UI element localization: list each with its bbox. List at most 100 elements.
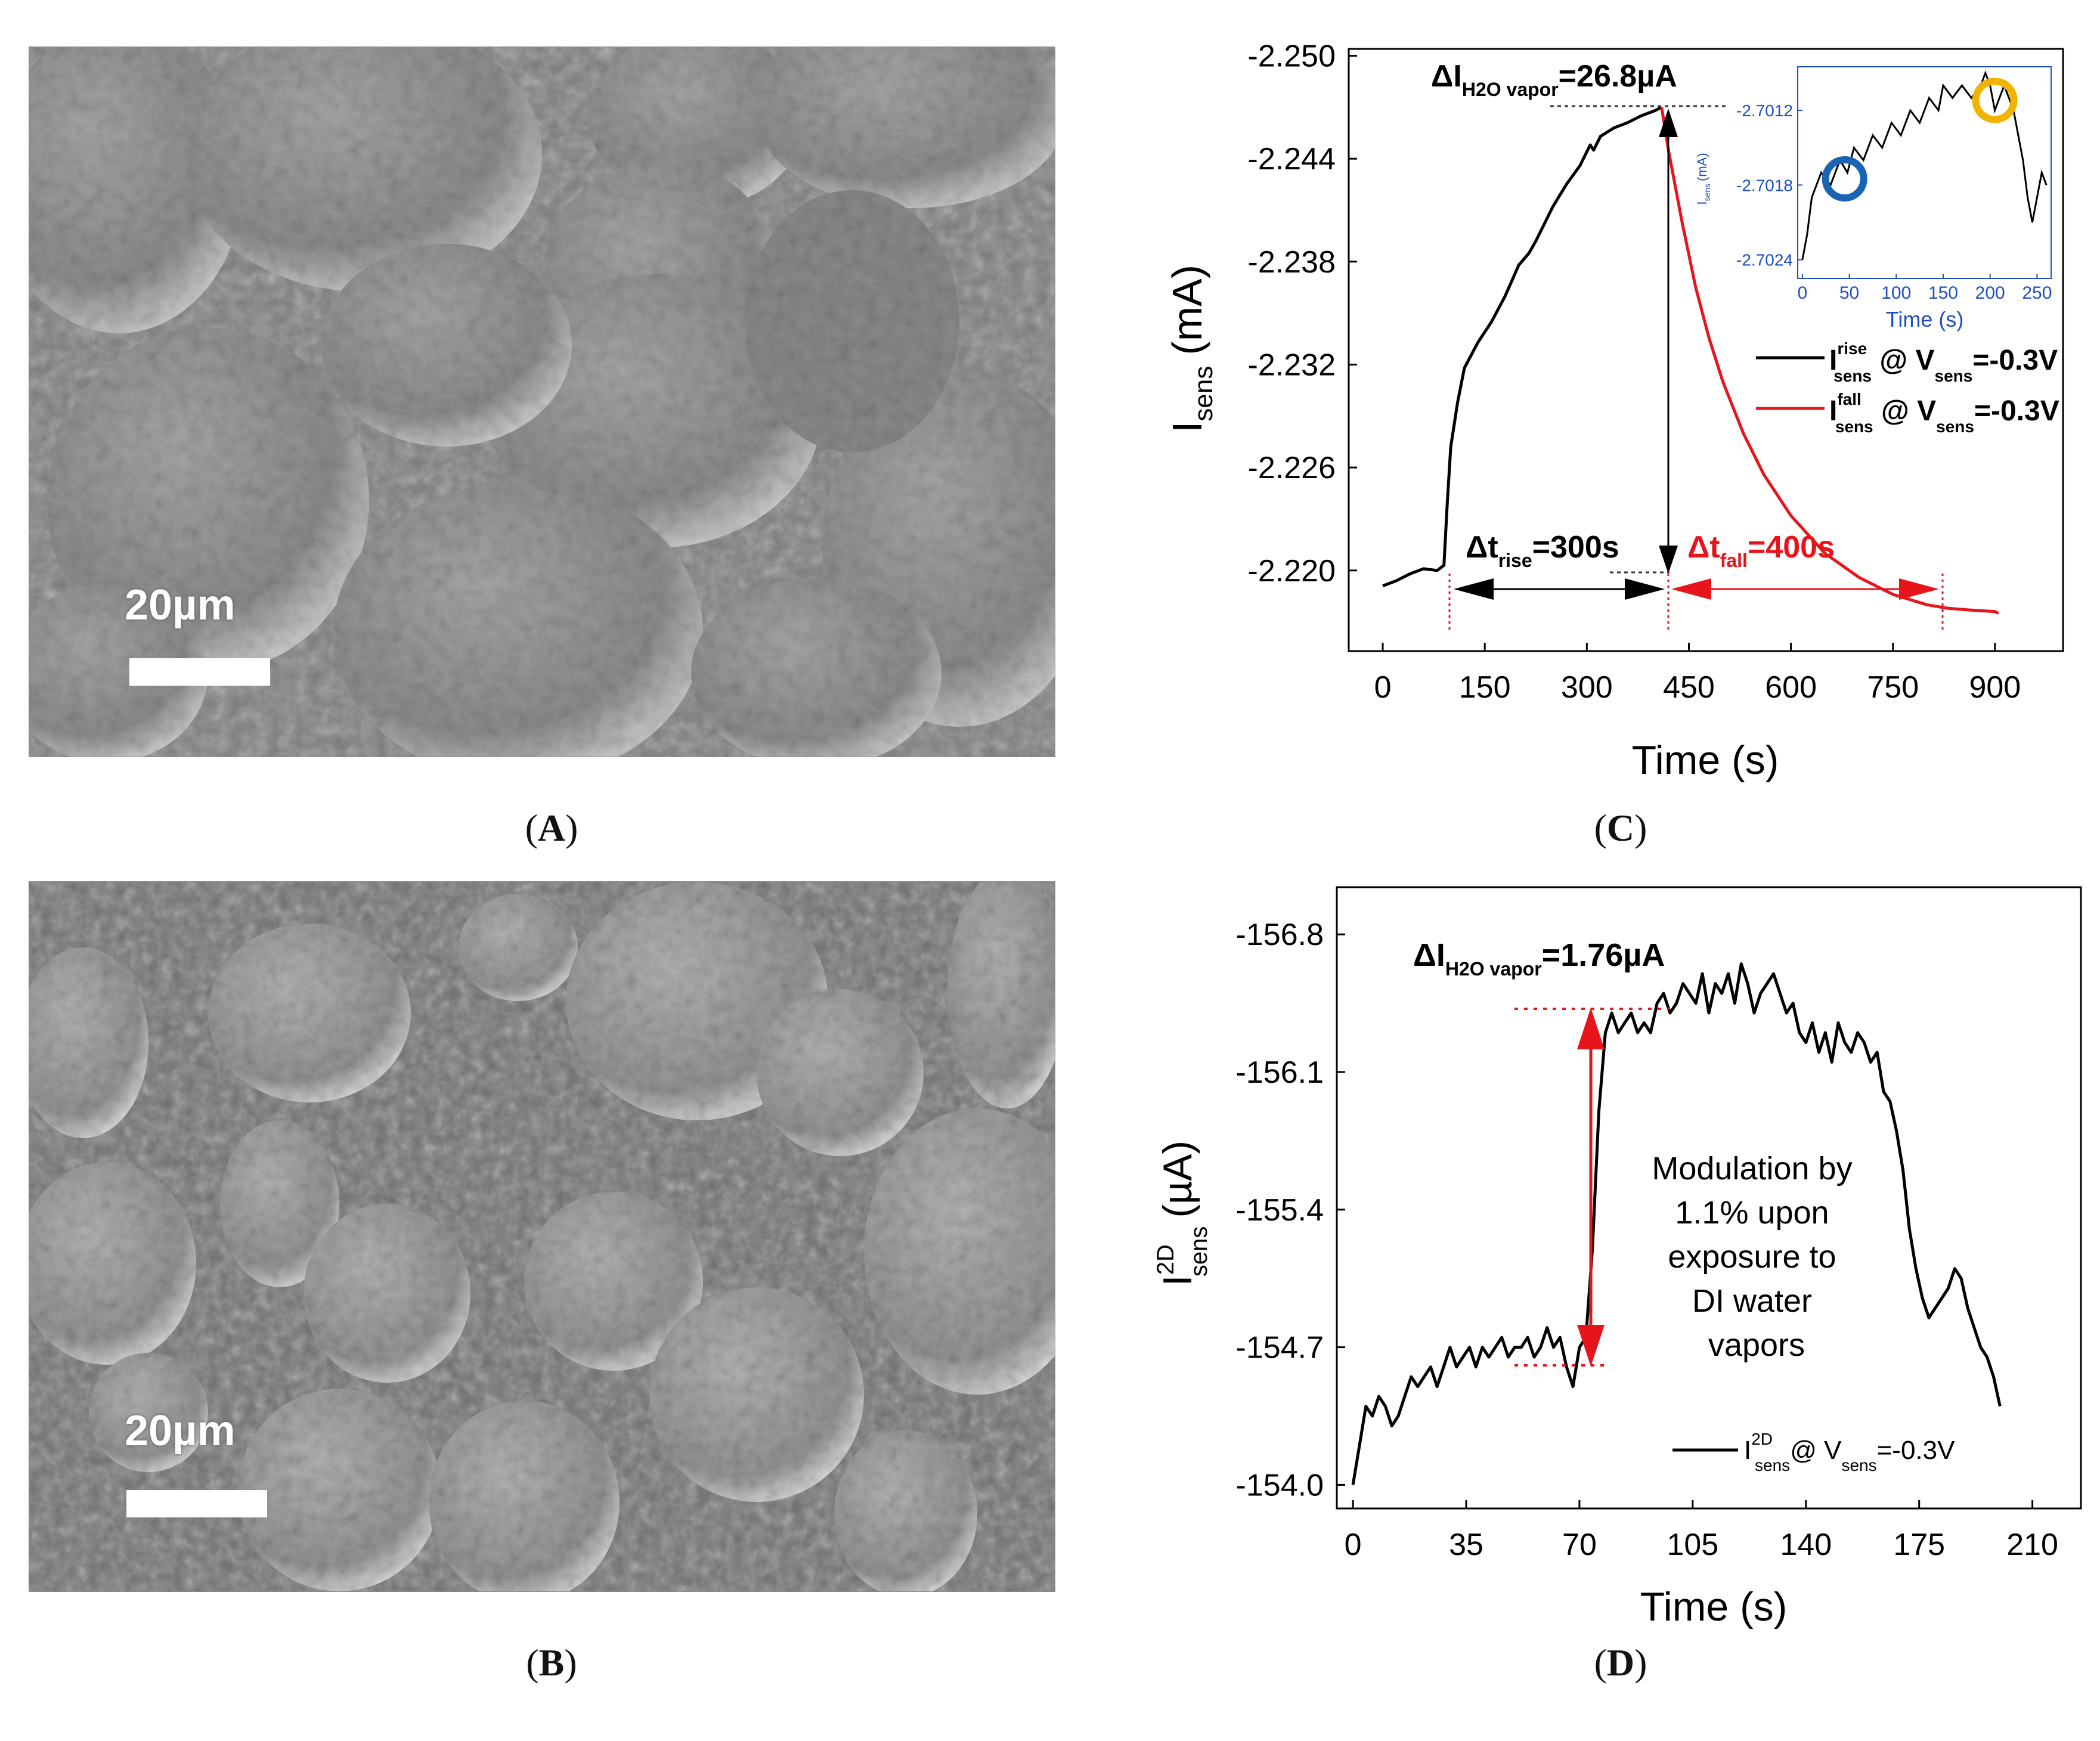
caption-a-letter: A bbox=[537, 807, 566, 849]
chart-c-legend: Irise sens @ Vsens=-0.3V Ifall sens @ Vsen… bbox=[1756, 339, 2059, 436]
chart-d-legend-sup: 2D bbox=[1751, 1430, 1773, 1448]
chart-c-inset-x-tick-label: 250 bbox=[2022, 283, 2052, 303]
chart-c-series-fall-line bbox=[1660, 107, 1999, 615]
chart-c-legend-rise-symbol: I bbox=[1829, 345, 1837, 376]
chart-d-delta-i-annotation: ΔIH2O vapor=1.76µA bbox=[1413, 937, 1670, 1367]
chart-d-delta-i-value: =1.76µA bbox=[1542, 937, 1665, 973]
chart-c-x-tick-label: 750 bbox=[1867, 670, 1919, 705]
chart-c-delta-t-rise-annotation: Δtrise=300s bbox=[1448, 530, 1670, 633]
chart-c-legend-item-rise: Irise sens @ Vsens=-0.3V bbox=[1756, 339, 2058, 385]
chart-c-legend-rise-text: @ V bbox=[1872, 345, 1935, 376]
chart-d-y-tick-label: -156.8 bbox=[1236, 918, 1324, 952]
chart-c-inset-y-tick-label: -2.7018 bbox=[1736, 176, 1793, 194]
svg-text:Δtfall=400s: Δtfall=400s bbox=[1687, 530, 1835, 571]
chart-d-y-tick-label: -155.4 bbox=[1236, 1193, 1324, 1228]
chart-c-y-tick-label: -2.244 bbox=[1248, 142, 1336, 176]
chart-d-x-tick-label: 175 bbox=[1893, 1528, 1945, 1562]
svg-text:Isens(mA): Isens (mA) bbox=[1164, 265, 1218, 433]
chart-d-x-axis-label: Time (s) bbox=[1640, 1584, 1788, 1630]
chart-c-legend-item-fall: Ifall sens @ Vsens=-0.3V bbox=[1756, 390, 2059, 436]
chart-d-x-tick-label: 70 bbox=[1562, 1528, 1597, 1562]
chart-c-delta-t-fall-annotation: Δtfall=400s bbox=[1667, 530, 1944, 633]
chart-d-y-tick-label: -156.1 bbox=[1236, 1055, 1324, 1090]
chart-d-legend-value: =-0.3V bbox=[1877, 1436, 1956, 1465]
chart-c-y-axis: -2.250 -2.244 -2.238 -2.232 -2.226 -2.220 bbox=[1248, 39, 1357, 588]
chart-d-y-axis: -156.8 -156.1 -155.4 -154.7 -154.0 bbox=[1236, 918, 1345, 1503]
chart-c-x-tick-label: 0 bbox=[1374, 670, 1392, 705]
caption-c-letter: C bbox=[1606, 807, 1635, 849]
scale-bar-label-a: 20µm bbox=[125, 581, 236, 629]
chart-d-x-axis: 0 35 70 105 140 175 210 bbox=[1345, 1500, 2058, 1562]
chart-c-legend-fall-symbol: I bbox=[1829, 395, 1837, 427]
chart-c-x-tick-label: 600 bbox=[1765, 670, 1817, 705]
chart-c-y-tick-label: -2.220 bbox=[1248, 554, 1336, 588]
svg-text:Isens(mA): Isens (mA) bbox=[1695, 153, 1712, 205]
chart-c-delta-i-arrowhead-down bbox=[1659, 546, 1678, 574]
chart-c-x-tick-label: 900 bbox=[1969, 670, 2021, 705]
chart-c-inset-ylabel-unit: (mA) bbox=[1695, 153, 1709, 181]
chart-c-rise-arrowhead-right bbox=[1625, 578, 1665, 600]
chart-d-delta-i-sub: H2O vapor bbox=[1445, 958, 1542, 980]
chart-c-x-tick-label: 150 bbox=[1459, 670, 1511, 705]
chart-c-fall-arrowhead-right bbox=[1899, 578, 1939, 600]
chart-d-ylabel-sub: sens bbox=[1186, 1226, 1212, 1277]
chart-c-inset-x-tick-label: 100 bbox=[1881, 283, 1911, 303]
chart-c-y-tick-label: -2.250 bbox=[1248, 39, 1336, 74]
svg-text:ΔIH2O vapor=26.8µA: ΔIH2O vapor=26.8µA bbox=[1431, 59, 1677, 100]
chart-c-inset-x-tick-label: 50 bbox=[1839, 283, 1859, 303]
chart-d-legend-sub: sens bbox=[1755, 1456, 1790, 1474]
svg-text:Modulation by 1.1% upon: Modulation by 1.1% upon exposure to DI w… bbox=[1652, 1151, 1861, 1363]
chart-d-x-tick-label: 35 bbox=[1449, 1528, 1483, 1562]
chart-c-inset-y-tick-label: -2.7012 bbox=[1736, 101, 1793, 120]
chart-c-inset-y-axis-label: Isens (mA) bbox=[1695, 153, 1712, 205]
chart-c-inset-y-tick-label: -2.7024 bbox=[1736, 251, 1793, 269]
chart-d-delta-i-prefix: ΔI bbox=[1413, 937, 1445, 973]
chart-d-x-tick-label: 0 bbox=[1345, 1528, 1362, 1562]
chart-d-ylabel-unit: (µA) bbox=[1155, 1141, 1200, 1218]
chart-d-note-line-2: 1.1% upon bbox=[1675, 1195, 1829, 1231]
chart-d-ylabel-sup: 2D bbox=[1153, 1244, 1179, 1275]
chart-d-legend-vsub: sens bbox=[1841, 1456, 1876, 1474]
chart-d-y-tick-label: -154.7 bbox=[1236, 1331, 1324, 1365]
chart-c-x-tick-label: 300 bbox=[1561, 670, 1613, 705]
chart-c-delta-i-prefix: ΔI bbox=[1431, 59, 1462, 94]
sem-image-b: 20µm bbox=[29, 881, 1055, 1592]
chart-d-x-tick-label: 140 bbox=[1780, 1528, 1832, 1562]
chart-d-legend: I2D sens@ Vsens=-0.3V bbox=[1672, 1430, 1955, 1474]
chart-c-ylabel-symbol: I bbox=[1164, 422, 1210, 433]
chart-d-note-line-1: Modulation by bbox=[1652, 1151, 1852, 1187]
chart-c-fall-sub: fall bbox=[1720, 550, 1748, 571]
chart-c-inset-x-axis: 0 50 100 150 200 250 bbox=[1798, 274, 2052, 303]
chart-c-inset-x-tick-label: 200 bbox=[1975, 283, 2005, 303]
caption-b-letter: B bbox=[538, 1641, 565, 1684]
chart-c-x-tick-label: 450 bbox=[1663, 670, 1715, 705]
chart-c-legend-fall-sup: fall bbox=[1837, 390, 1861, 408]
chart-c-rise-arrowhead-left bbox=[1454, 578, 1494, 600]
chart-c-fall-arrowhead-left bbox=[1671, 578, 1711, 600]
scale-bar-b bbox=[126, 1490, 267, 1517]
chart-c-inset-highlight-yellow bbox=[1972, 78, 2018, 123]
chart-d-note-line-3: exposure to bbox=[1668, 1239, 1836, 1275]
chart-d-note-line-4: DI water bbox=[1692, 1283, 1812, 1319]
chart-c-inset: -2.7012 -2.7018 -2.7024 0 50 100 150 200 250 Ti… bbox=[1695, 66, 2052, 332]
chart-c-delta-i-value: =26.8µA bbox=[1559, 59, 1677, 94]
chart-d-note-line-5: vapors bbox=[1708, 1327, 1805, 1363]
chart-c-y-tick-label: -2.238 bbox=[1248, 245, 1336, 280]
chart-c-inset-x-axis-label: Time (s) bbox=[1886, 307, 1964, 332]
chart-c-rise-sub: rise bbox=[1498, 550, 1532, 571]
chart-c-inset-y-axis: -2.7012 -2.7018 -2.7024 bbox=[1736, 101, 1802, 269]
chart-c-inset-x-tick-label: 150 bbox=[1928, 283, 1958, 303]
chart-d-legend-symbol: I bbox=[1744, 1436, 1751, 1465]
chart-d-modulation-note: Modulation by 1.1% upon exposure to DI w… bbox=[1652, 1151, 1861, 1363]
chart-d-legend-text: @ V bbox=[1790, 1436, 1842, 1465]
chart-d-plot-frame bbox=[1336, 886, 2082, 1510]
chart-c-series-rise-line bbox=[1382, 106, 1662, 588]
caption-c: (C) bbox=[1594, 807, 1647, 849]
chart-c-inset-ylabel-symbol: I bbox=[1695, 202, 1709, 205]
chart-c-legend-fall-vsub: sens bbox=[1936, 417, 1974, 436]
chart-c-y-axis-label: Isens (mA) bbox=[1164, 265, 1218, 433]
chart-d-y-tick-label: -154.0 bbox=[1236, 1468, 1324, 1503]
